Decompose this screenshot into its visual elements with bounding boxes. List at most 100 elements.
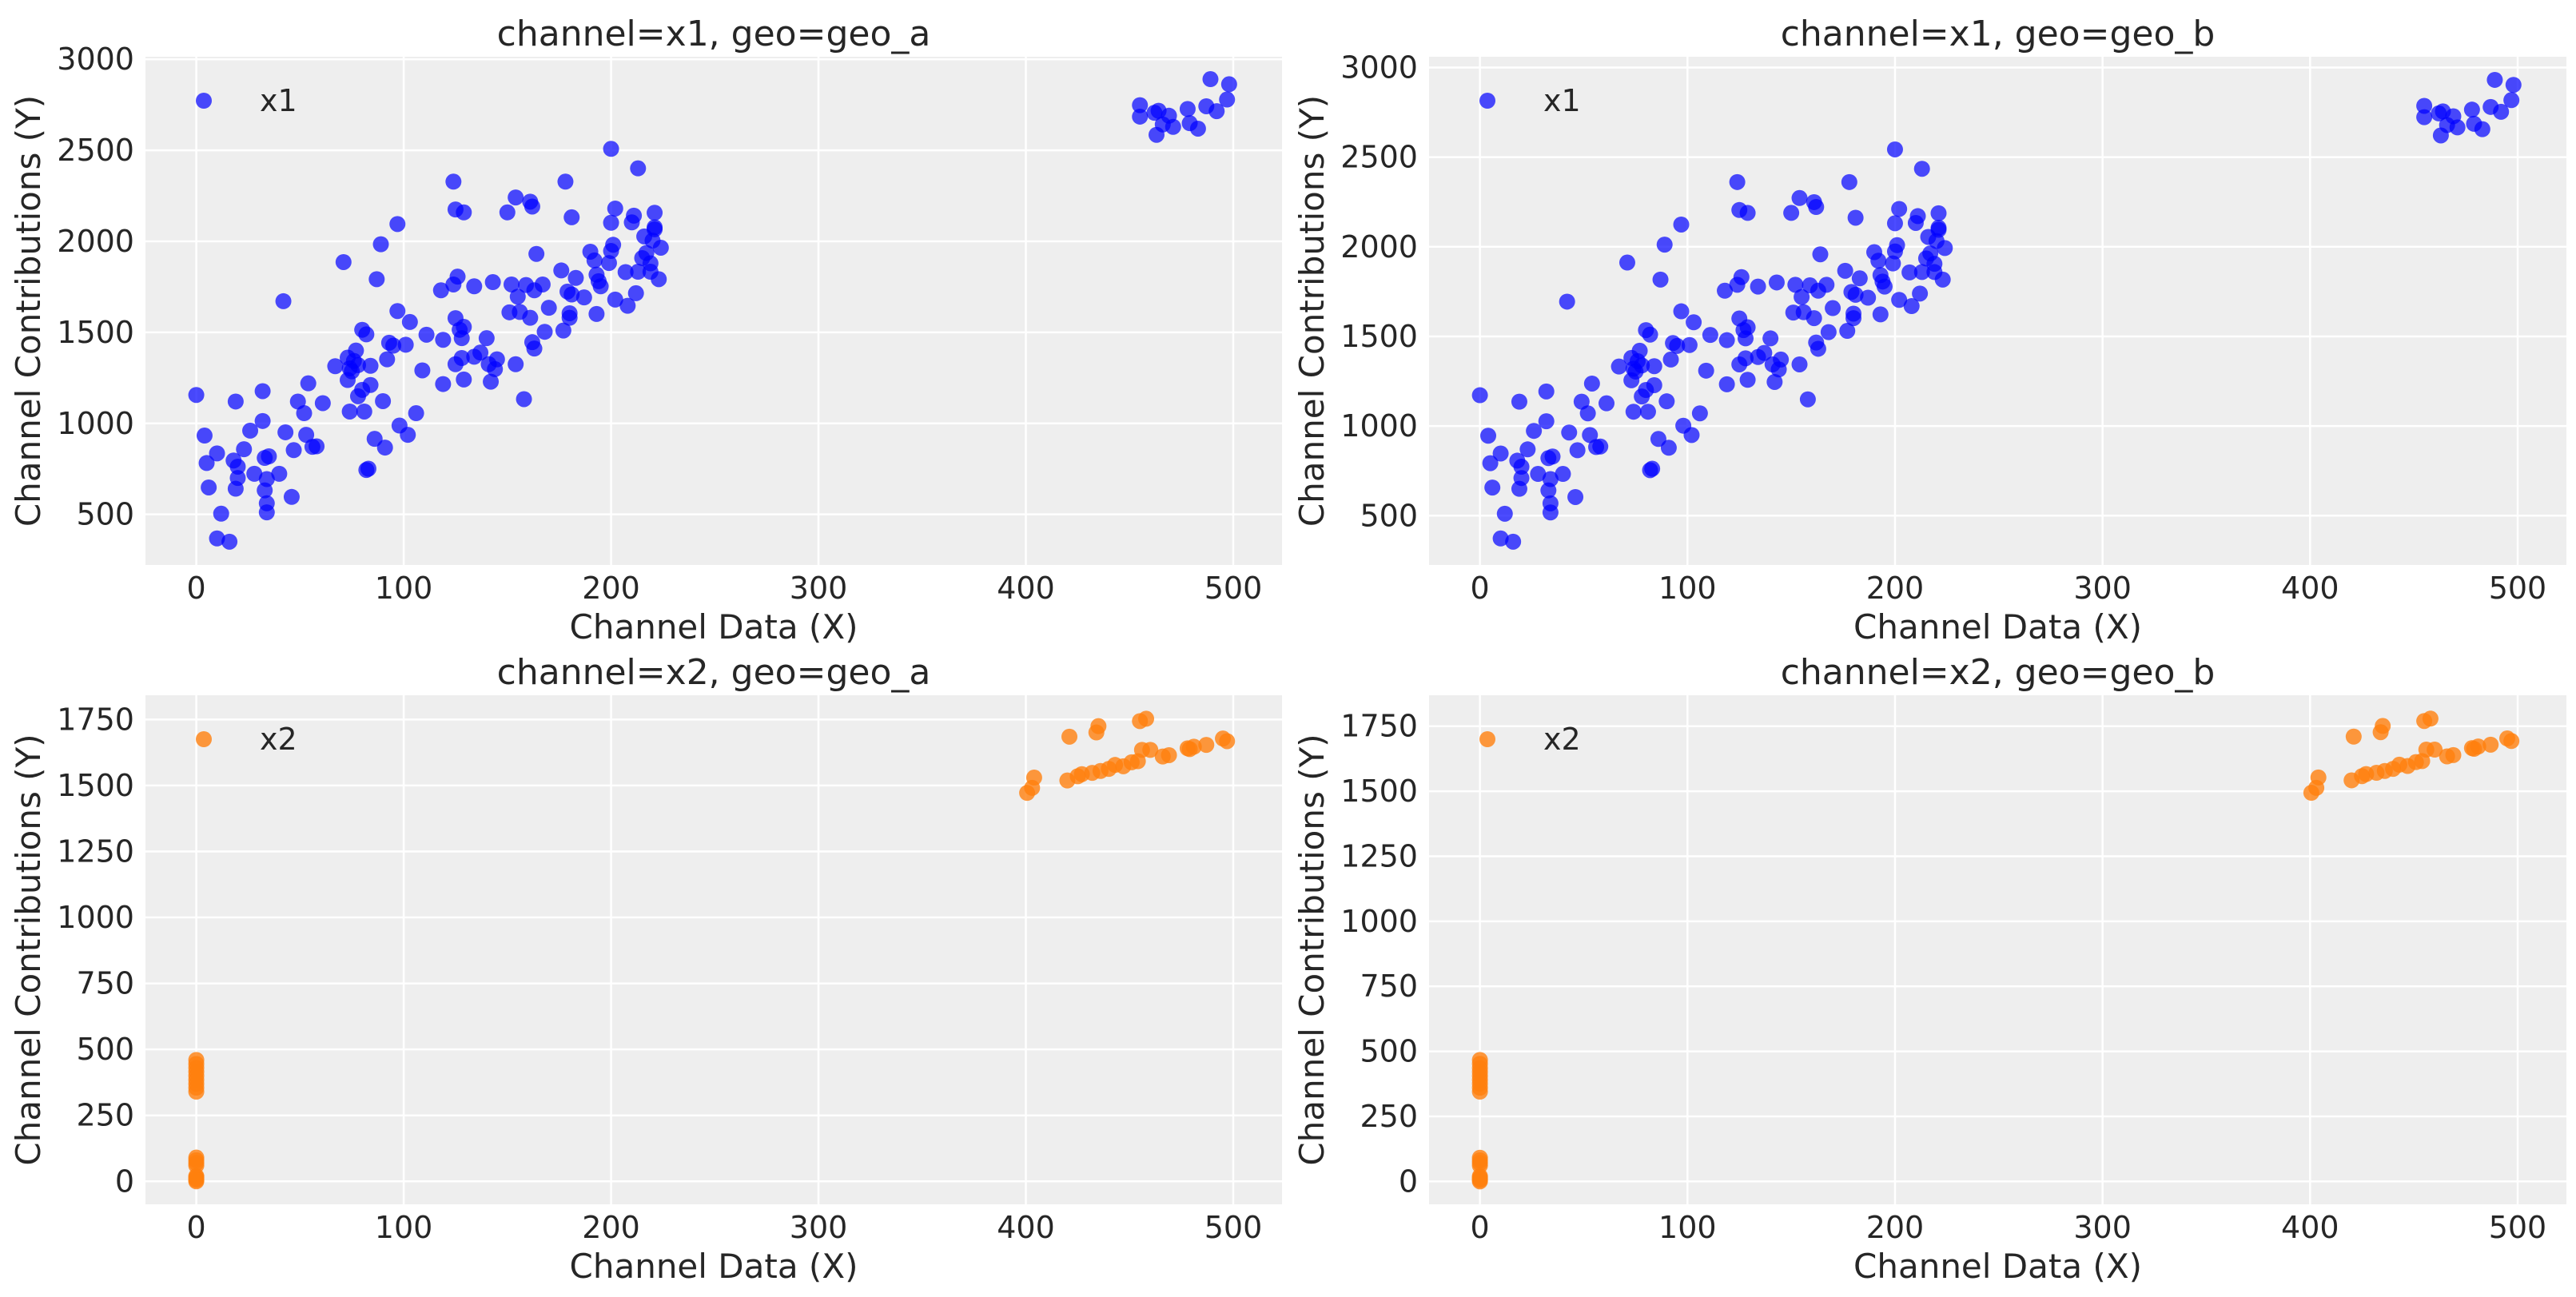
y-tick-label: 0 <box>1399 1164 1418 1199</box>
data-point <box>283 488 300 505</box>
data-point <box>2463 101 2480 118</box>
data-point <box>254 412 271 429</box>
x-tick-label: 500 <box>2489 1210 2547 1245</box>
x-tick-label: 200 <box>582 571 640 606</box>
data-point <box>1845 305 1862 322</box>
data-point <box>1825 300 1841 316</box>
data-point <box>499 204 516 221</box>
data-point <box>509 288 526 305</box>
data-point <box>1610 358 1627 375</box>
data-point <box>1891 201 1908 217</box>
x-axis-label: Channel Data (X) <box>570 607 858 647</box>
data-point <box>309 438 325 455</box>
data-point <box>368 271 385 288</box>
data-point <box>372 236 389 253</box>
data-point <box>617 264 634 280</box>
data-point <box>1189 120 1206 137</box>
data-point <box>1791 356 1808 372</box>
data-point <box>385 337 402 354</box>
x-tick-label: 0 <box>186 1210 205 1245</box>
data-point <box>1794 288 1810 305</box>
data-point <box>563 286 580 303</box>
data-point <box>275 292 292 309</box>
data-point <box>1165 118 1181 135</box>
x-tick-label: 100 <box>375 1210 433 1245</box>
y-tick-label: 2000 <box>57 224 134 259</box>
data-point <box>647 205 663 221</box>
data-point <box>1471 387 1488 404</box>
data-point <box>401 313 418 330</box>
data-point <box>356 403 372 420</box>
legend-label: x1 <box>260 83 297 118</box>
data-point <box>508 189 524 206</box>
data-point <box>445 173 462 190</box>
data-point <box>603 141 619 157</box>
data-point <box>607 200 623 217</box>
data-point <box>1561 424 1578 441</box>
data-point <box>526 340 543 357</box>
data-point <box>1860 289 1877 306</box>
data-point <box>1484 479 1501 496</box>
data-point <box>1669 337 1686 354</box>
data-point <box>603 214 619 231</box>
data-point <box>1762 330 1779 347</box>
legend: x1 <box>196 83 297 118</box>
data-point <box>277 424 294 440</box>
data-point <box>567 269 584 286</box>
data-point <box>435 332 452 348</box>
data-point <box>1511 480 1527 497</box>
data-point <box>1492 530 1509 547</box>
x-tick-label: 0 <box>186 571 205 606</box>
data-point <box>1717 282 1734 299</box>
data-point <box>2375 718 2391 734</box>
series-x2 <box>188 710 1236 1190</box>
data-point <box>1530 466 1547 483</box>
data-point <box>1639 404 1656 420</box>
data-point <box>1625 404 1642 420</box>
x-axis-label: Channel Data (X) <box>1853 1247 2142 1286</box>
data-point <box>1885 255 1901 272</box>
data-point <box>651 271 667 288</box>
data-point <box>221 533 238 550</box>
series-x1 <box>188 71 1237 550</box>
data-point <box>488 351 505 368</box>
data-point <box>196 428 213 444</box>
data-point <box>1519 441 1536 458</box>
data-point <box>1634 357 1650 374</box>
data-point <box>1756 344 1773 361</box>
y-tick-label: 1250 <box>1340 838 1418 873</box>
data-point <box>478 330 495 347</box>
y-tick-label: 3000 <box>57 42 134 77</box>
data-point <box>2345 728 2362 745</box>
data-point <box>242 422 259 439</box>
y-tick-label: 1750 <box>57 702 134 737</box>
data-point <box>432 282 449 299</box>
data-point <box>1471 1052 1488 1068</box>
data-point <box>1841 173 1857 190</box>
data-point <box>1737 350 1754 367</box>
data-point <box>456 204 472 221</box>
legend: x2 <box>1479 722 1581 757</box>
data-point <box>1582 427 1599 444</box>
data-point <box>2470 738 2486 755</box>
data-point <box>227 393 244 410</box>
data-point <box>652 239 669 256</box>
data-point <box>600 255 617 272</box>
data-point <box>484 274 501 291</box>
data-point <box>1542 504 1559 521</box>
data-point <box>271 465 288 482</box>
data-point <box>1208 103 1225 120</box>
data-point <box>2474 121 2490 137</box>
y-tick-label: 250 <box>1360 1099 1418 1134</box>
x-tick-label: 300 <box>2073 1210 2132 1245</box>
data-point <box>1847 209 1864 226</box>
data-point <box>198 455 215 471</box>
data-point <box>358 326 375 343</box>
legend-label: x2 <box>260 722 297 757</box>
plot-area <box>1429 57 2566 565</box>
data-point <box>379 351 396 368</box>
data-point <box>1642 462 1658 479</box>
legend-marker <box>196 731 212 747</box>
data-point <box>1583 375 1600 392</box>
data-point <box>358 462 375 479</box>
